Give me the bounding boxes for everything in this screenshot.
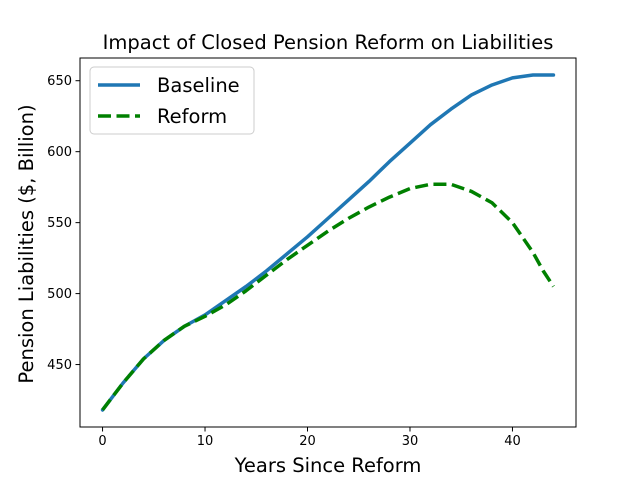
series-lines (100, 73, 556, 412)
y-tick-label: 600 (47, 145, 72, 160)
legend-label-baseline: Baseline (157, 74, 240, 97)
y-tick-label: 650 (47, 74, 72, 89)
x-tick-label: 20 (299, 434, 316, 449)
y-tick-label: 450 (47, 358, 72, 373)
series-line-reform (101, 182, 555, 412)
legend: Baseline Reform (89, 66, 255, 135)
x-axis-label: Years Since Reform (234, 454, 422, 477)
chart-title: Impact of Closed Pension Reform on Liabi… (103, 31, 554, 54)
y-tick-label: 500 (47, 287, 72, 302)
axes: 0 10 20 30 40 450 500 550 600 650 (47, 57, 577, 449)
x-tick-label: 0 (98, 434, 106, 449)
x-tick-label: 40 (504, 434, 521, 449)
plot-frame (79, 57, 577, 428)
x-tick-label: 10 (197, 434, 214, 449)
legend-label-reform: Reform (157, 105, 227, 128)
y-axis-label: Pension Liabilities ($, Billion) (15, 104, 38, 383)
x-tick-label: 30 (402, 434, 419, 449)
y-tick-label: 550 (47, 216, 72, 231)
